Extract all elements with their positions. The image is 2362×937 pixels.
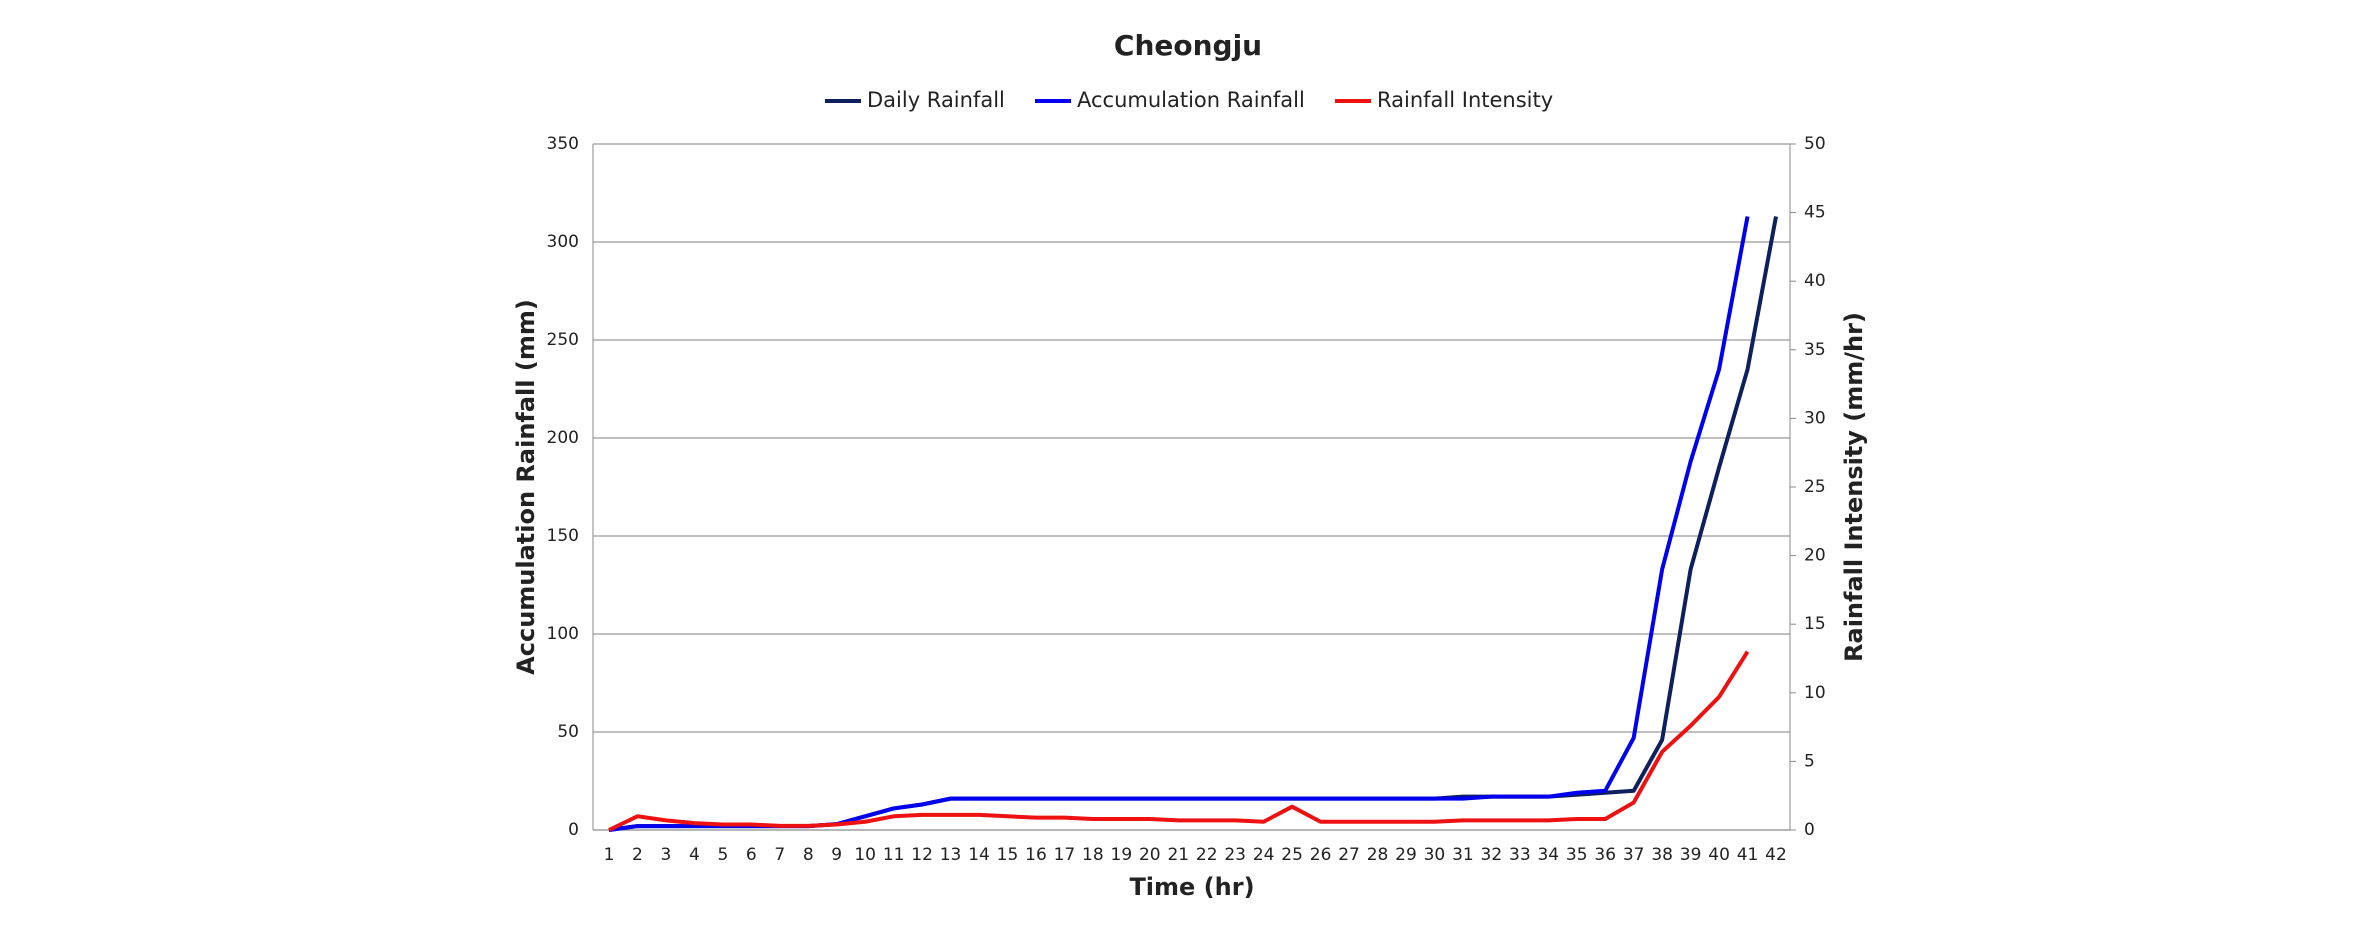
x-tick-label: 37 xyxy=(1623,845,1645,865)
x-tick-label: 30 xyxy=(1424,845,1446,865)
x-tick-label: 31 xyxy=(1452,845,1474,865)
legend-label: Daily Rainfall xyxy=(867,88,1005,112)
y2-tick-label: 30 xyxy=(1804,408,1826,428)
x-tick-label: 27 xyxy=(1338,845,1360,865)
y2-tick-label: 10 xyxy=(1804,683,1826,703)
x-tick-label: 3 xyxy=(661,845,672,865)
x-tick-label: 11 xyxy=(883,845,905,865)
x-tick-label: 18 xyxy=(1082,845,1104,865)
x-tick-label: 40 xyxy=(1708,845,1730,865)
x-tick-label: 12 xyxy=(911,845,933,865)
x-tick-label: 29 xyxy=(1395,845,1417,865)
y2-axis-label: Rainfall Intensity (mm/hr) xyxy=(1840,312,1868,662)
series-line xyxy=(608,216,1750,832)
x-tick-label: 17 xyxy=(1054,845,1076,865)
x-tick-label: 19 xyxy=(1111,845,1133,865)
x-tick-label: 9 xyxy=(831,845,842,865)
y2-tick-label: 20 xyxy=(1804,546,1826,566)
legend-label: Rainfall Intensity xyxy=(1377,88,1553,112)
x-tick-label: 2 xyxy=(632,845,643,865)
x-tick-label: 26 xyxy=(1310,845,1332,865)
x-tick-label: 38 xyxy=(1651,845,1673,865)
x-tick-label: 7 xyxy=(774,845,785,865)
y-tick-label: 250 xyxy=(547,330,579,350)
y-tick-label: 300 xyxy=(547,232,579,252)
y2-tick-label: 45 xyxy=(1804,203,1826,223)
y2-tick-label: 5 xyxy=(1804,751,1815,771)
x-axis-label: Time (hr) xyxy=(1129,873,1254,901)
y-axis-label: Accumulation Rainfall (mm) xyxy=(512,299,540,675)
x-tick-label: 34 xyxy=(1537,845,1559,865)
x-tick-label: 36 xyxy=(1594,845,1616,865)
x-tick-label: 13 xyxy=(940,845,962,865)
y2-tick-label: 50 xyxy=(1804,134,1826,154)
chart-title: Cheongju xyxy=(1114,29,1262,62)
x-tick-label: 28 xyxy=(1367,845,1389,865)
x-tick-label: 22 xyxy=(1196,845,1218,865)
x-tick-label: 14 xyxy=(968,845,990,865)
x-tick-label: 5 xyxy=(717,845,728,865)
x-tick-label: 20 xyxy=(1139,845,1161,865)
legend-label: Accumulation Rainfall xyxy=(1077,88,1305,112)
x-tick-label: 21 xyxy=(1167,845,1189,865)
y-tick-label: 100 xyxy=(547,624,579,644)
x-tick-label: 16 xyxy=(1025,845,1047,865)
x-tick-label: 4 xyxy=(689,845,700,865)
y-tick-label: 350 xyxy=(547,134,579,154)
x-tick-label: 32 xyxy=(1481,845,1503,865)
x-tick-label: 24 xyxy=(1253,845,1275,865)
y2-tick-label: 40 xyxy=(1804,271,1826,291)
x-tick-label: 25 xyxy=(1281,845,1303,865)
x-tick-label: 15 xyxy=(997,845,1019,865)
y-tick-label: 0 xyxy=(568,820,579,840)
x-tick-label: 1 xyxy=(604,845,615,865)
x-tick-label: 39 xyxy=(1680,845,1702,865)
x-tick-label: 42 xyxy=(1765,845,1787,865)
y-tick-label: 150 xyxy=(547,526,579,546)
x-tick-label: 8 xyxy=(803,845,814,865)
y2-tick-label: 0 xyxy=(1804,820,1815,840)
series-line xyxy=(608,216,1778,832)
x-tick-label: 35 xyxy=(1566,845,1588,865)
y2-tick-label: 35 xyxy=(1804,340,1826,360)
y2-tick-label: 15 xyxy=(1804,614,1826,634)
y-tick-label: 200 xyxy=(547,428,579,448)
y2-tick-label: 25 xyxy=(1804,477,1826,497)
x-tick-label: 6 xyxy=(746,845,757,865)
x-tick-label: 10 xyxy=(854,845,876,865)
x-tick-label: 41 xyxy=(1737,845,1759,865)
x-tick-label: 33 xyxy=(1509,845,1531,865)
y-tick-label: 50 xyxy=(557,722,579,742)
series-line xyxy=(608,650,1750,832)
x-tick-label: 23 xyxy=(1224,845,1246,865)
